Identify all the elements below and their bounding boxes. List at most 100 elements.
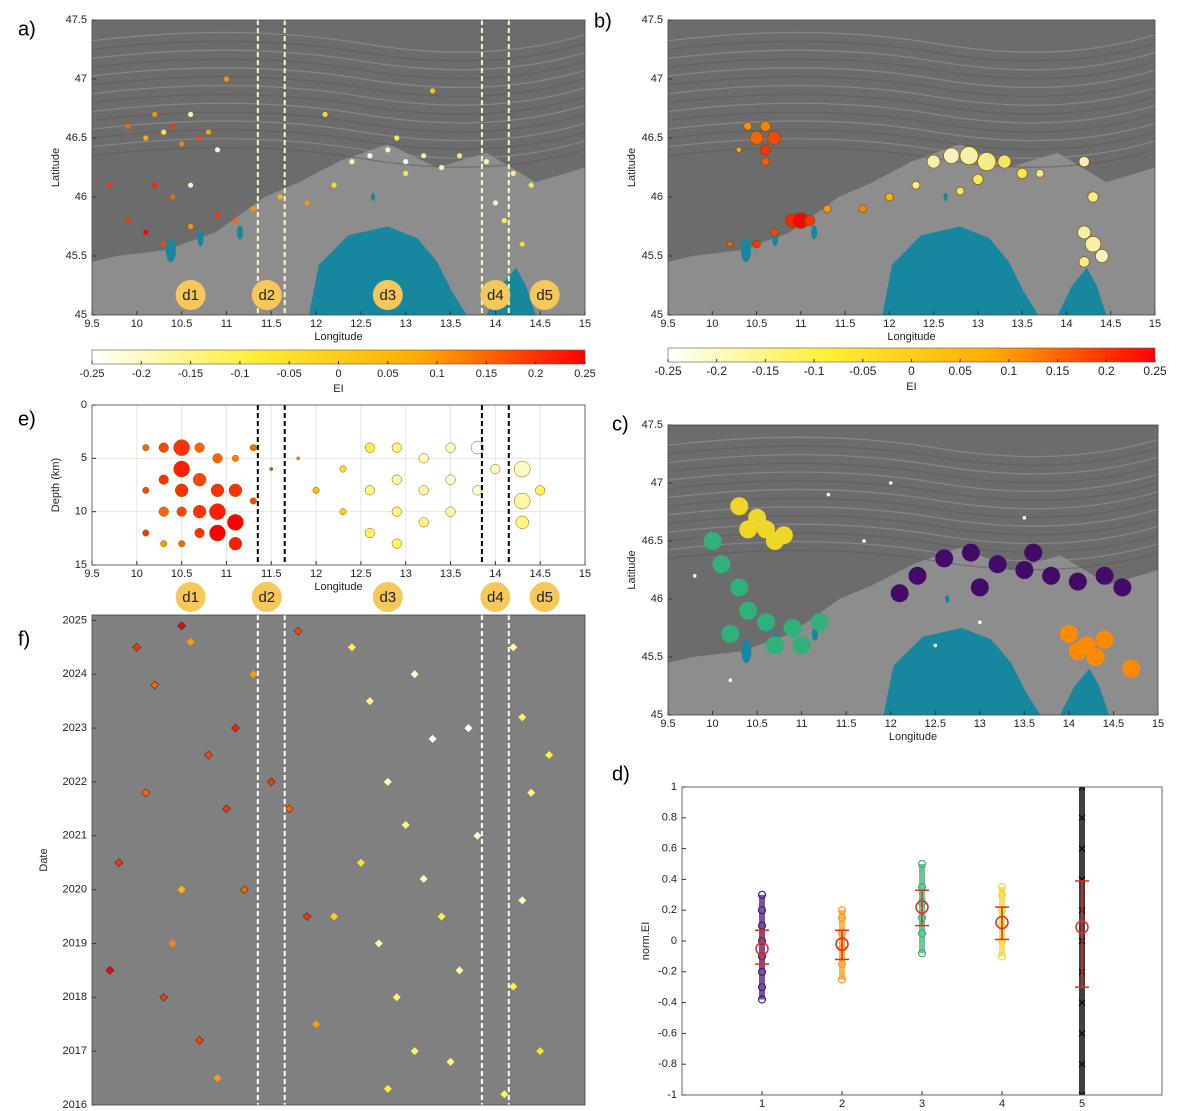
event [1078, 156, 1090, 168]
relief [668, 445, 1158, 466]
event [1078, 256, 1090, 268]
y-tick-label: 0.6 [662, 843, 677, 855]
event [997, 154, 1012, 169]
event [107, 182, 113, 188]
relief [668, 31, 1155, 53]
bubble [228, 537, 243, 551]
relief [668, 40, 1155, 62]
event [509, 982, 518, 991]
event [403, 170, 409, 176]
x-tick-label: 10.5 [171, 318, 192, 330]
x-tick-label: 13 [400, 318, 412, 330]
bubble [515, 515, 529, 529]
y-tick-label: 46 [75, 191, 87, 203]
event [446, 1057, 455, 1066]
event [1016, 167, 1028, 179]
colorbar-tick-label: 0.25 [574, 368, 595, 380]
y-tick-label: 2024 [63, 668, 87, 680]
lake [811, 225, 818, 240]
x-tick-label: 4 [999, 1098, 1005, 1110]
event [168, 939, 177, 948]
relief [668, 541, 1158, 562]
region-label: d2 [258, 589, 275, 606]
x-tick-label: 14.5 [529, 568, 550, 580]
y-tick-label: 0 [671, 935, 677, 947]
y-tick-label: 2016 [63, 1099, 87, 1111]
x-tick-label: 14 [1063, 718, 1075, 730]
event [249, 670, 258, 679]
bubble [470, 441, 485, 455]
cluster-event [1042, 566, 1061, 585]
x-tick-label: 2 [839, 1098, 845, 1110]
event [312, 1020, 321, 1029]
y-tick-label: -1 [667, 1089, 677, 1101]
y-axis-label: Latitude [626, 550, 638, 589]
sea [882, 226, 1039, 315]
x-tick-label: 11.5 [261, 318, 282, 330]
event [743, 121, 752, 131]
event [170, 123, 176, 129]
mountains [668, 20, 1155, 262]
event [455, 966, 464, 975]
mountains [92, 20, 585, 262]
x-tick-label: 13 [972, 318, 984, 330]
y-axis-label: Date [38, 848, 50, 871]
y-tick-label: 45 [75, 309, 87, 321]
x-tick-label: 13 [400, 568, 412, 580]
relief [668, 462, 1158, 484]
x-tick-label: 15 [579, 568, 591, 580]
x-tick-label: 12 [310, 568, 322, 580]
colorbar-tick-label: 0.15 [476, 368, 497, 380]
event [438, 164, 445, 171]
y-tick-label: 0.2 [662, 904, 677, 916]
event [179, 141, 185, 147]
bubble [227, 514, 244, 531]
region-badge [480, 280, 511, 310]
sea [308, 226, 467, 315]
region-label: d1 [182, 287, 199, 304]
bubble [194, 442, 205, 453]
mean [835, 937, 849, 951]
bubble [296, 456, 301, 461]
x-tick-label: 15 [1149, 318, 1161, 330]
x-tick-label: 12.5 [925, 718, 946, 730]
y-tick-label: 47.5 [642, 419, 663, 431]
bubble [158, 506, 169, 517]
event [114, 858, 124, 868]
region-label: d4 [487, 589, 504, 606]
y-tick-label: -0.4 [658, 997, 677, 1009]
relief [92, 146, 585, 168]
event [735, 146, 742, 153]
cluster-event [978, 620, 982, 624]
panel: f) 2016 2017 2018 2019 2020 2021 2022 2023 2024 20… [18, 582, 586, 1111]
colorbar-tick-label: -0.05 [849, 364, 877, 378]
x-tick-label: 10 [131, 318, 143, 330]
y-tick-label: 1 [671, 781, 677, 793]
lake [945, 595, 950, 603]
mean [1075, 920, 1089, 934]
colorbar-tick-label: -0.25 [654, 364, 682, 378]
cluster-event [1068, 642, 1087, 661]
region-badge [175, 582, 206, 612]
x-tick-label: 12.5 [923, 318, 944, 330]
event [356, 858, 365, 867]
bubble [391, 474, 402, 485]
region-label: d1 [182, 589, 199, 606]
colorbar-tick-label: -0.15 [752, 364, 780, 378]
y-tick-label: 2019 [63, 937, 87, 949]
relief [92, 93, 585, 115]
x-tick-label: 13.5 [1014, 718, 1035, 730]
colorbar-tick-label: 0.1 [1001, 364, 1018, 378]
x-tick-label: 9.5 [660, 718, 675, 730]
x-tick-label: 10 [131, 568, 143, 580]
region-badge [251, 582, 282, 612]
cluster-event [1024, 543, 1043, 562]
event [222, 804, 231, 814]
x-tick-label: 15 [1152, 718, 1164, 730]
mean [915, 900, 929, 914]
bubble [364, 442, 375, 453]
bubble [312, 486, 320, 494]
event [421, 153, 427, 159]
event [161, 129, 167, 135]
x-tick-label: 14.5 [1103, 718, 1124, 730]
